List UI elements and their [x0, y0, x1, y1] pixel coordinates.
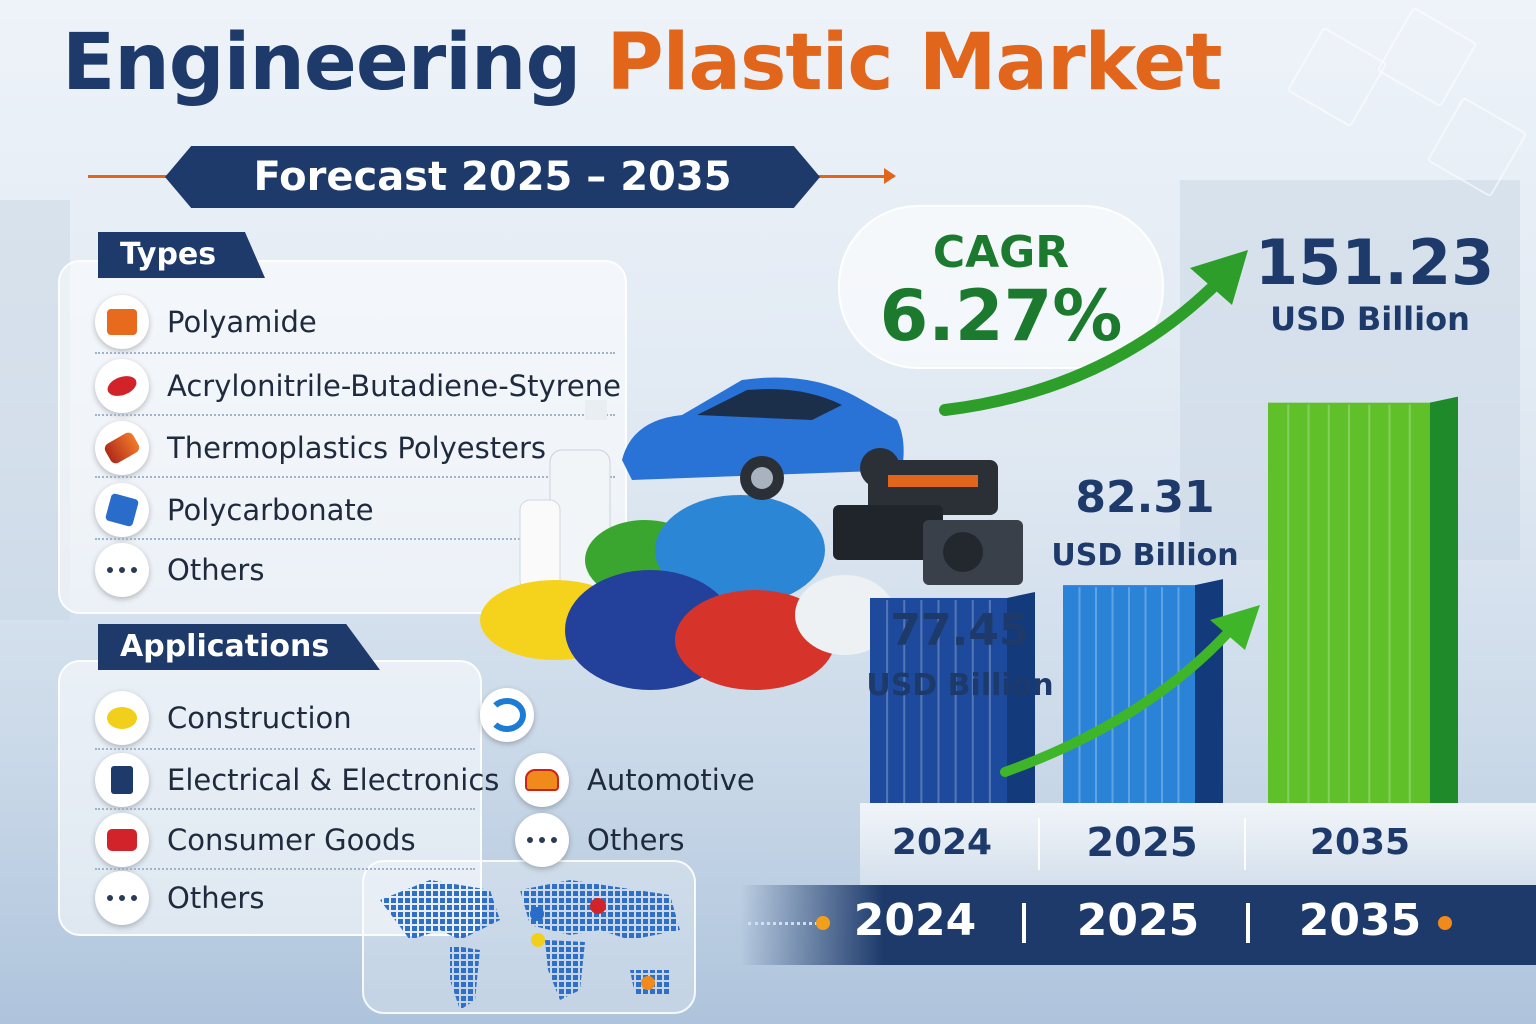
types-tag: Types: [98, 232, 265, 278]
ribbon-line-left: [88, 175, 168, 178]
timeline-separator: [1246, 903, 1250, 943]
arrow-right-icon: [884, 168, 896, 184]
title-part-2: Plastic Market: [606, 18, 1222, 108]
data-label-unit: USD Billion: [866, 668, 1054, 703]
list-item: Construction: [95, 688, 352, 748]
data-label-unit: USD Billion: [1051, 538, 1239, 573]
more-icon: [95, 871, 149, 925]
divider: [95, 538, 615, 540]
type-label: Acrylonitrile-Butadiene-Styrene: [167, 369, 621, 403]
abs-pellets-icon: [95, 359, 149, 413]
bar-2035: [1268, 402, 1430, 803]
divider: [95, 868, 475, 870]
data-label-value: 82.31: [1075, 472, 1215, 523]
type-label: Polyamide: [167, 305, 317, 339]
world-map-illustration: [380, 880, 680, 1010]
type-label: Others: [167, 553, 265, 587]
polycarbonate-icon: [95, 483, 149, 537]
cagr-badge: CAGR 6.27%: [838, 205, 1164, 369]
timeline-separator: [1022, 903, 1026, 943]
polyester-icon: [95, 421, 149, 475]
divider: [95, 476, 615, 478]
timeline-dots: [748, 922, 818, 925]
data-label-unit: USD Billion: [1270, 300, 1470, 338]
axis-divider: [1244, 818, 1246, 870]
ribbon-line-right: [818, 175, 894, 178]
arrow-head-icon: [1210, 605, 1260, 650]
timeline-year: 2035: [1298, 895, 1422, 946]
application-label: Consumer Goods: [167, 823, 416, 857]
type-label: Thermoplastics Polyesters: [167, 431, 546, 465]
divider: [95, 808, 475, 810]
bar-side-2025: [1195, 579, 1223, 803]
connectors-illustration: [833, 460, 1023, 585]
car-illustration: [622, 377, 904, 500]
application-label: Electrical & Electronics: [167, 763, 500, 797]
electronics-icon: [95, 753, 149, 807]
map-pin-icon: [641, 976, 655, 990]
polyamide-icon: [95, 295, 149, 349]
divider: [95, 748, 475, 750]
bar-2024: [870, 597, 1007, 803]
timeline-year: 2025: [1076, 895, 1200, 946]
axis-divider: [1038, 818, 1040, 870]
consumer-goods-icon: [95, 813, 149, 867]
map-pin-icon: [531, 933, 545, 947]
timeline-marker: [816, 916, 830, 930]
more-icon: [515, 813, 569, 867]
x-tick-label: 2035: [1309, 822, 1411, 863]
automotive-icon: [515, 753, 569, 807]
page-title: Engineering Plastic Market: [62, 18, 1223, 108]
timeline-year: 2024: [853, 895, 977, 946]
list-item: Consumer Goods: [95, 810, 416, 870]
data-label-value: 77.45: [890, 605, 1030, 656]
application-label: Construction: [167, 701, 352, 735]
list-item: Polycarbonate: [95, 480, 374, 540]
x-tick-label: 2024: [891, 822, 993, 863]
timeline-marker: [1438, 916, 1452, 930]
growth-arrow: [1000, 620, 1240, 777]
list-item: Acrylonitrile-Butadiene-Styrene: [95, 356, 621, 416]
application-label: Automotive: [587, 763, 755, 797]
construction-icon: [95, 691, 149, 745]
divider: [95, 414, 615, 416]
cagr-label: CAGR: [932, 227, 1070, 278]
plastics-illustration: [480, 400, 890, 690]
application-label: Others: [167, 881, 265, 915]
list-item: Others: [95, 540, 264, 600]
list-item: Others: [95, 868, 264, 928]
logo-icon: [480, 688, 534, 742]
data-label-value: 151.23: [1255, 226, 1495, 299]
bar-side-2024: [1007, 591, 1035, 803]
bar-side-2035: [1430, 396, 1458, 803]
title-part-1: Engineering: [62, 18, 581, 108]
list-item: Thermoplastics Polyesters: [95, 418, 546, 478]
arrow-head-icon: [1190, 250, 1248, 305]
map-pin-icon: [590, 898, 606, 914]
divider: [95, 352, 615, 354]
growth-arrow: [939, 274, 1226, 416]
list-item: Polyamide: [95, 292, 317, 352]
list-item: Others: [515, 810, 684, 870]
forecast-ribbon: Forecast 2025 – 2035: [165, 146, 820, 208]
bar-2025: [1063, 585, 1195, 803]
timeline-footer: [740, 885, 1536, 965]
map-pin-icon: [530, 907, 544, 921]
type-label: Polycarbonate: [167, 493, 374, 527]
x-tick-label: 2025: [1086, 820, 1198, 866]
application-label: Others: [587, 823, 685, 857]
list-item: Automotive: [515, 750, 755, 810]
list-item: Electrical & Electronics: [95, 750, 499, 810]
applications-tag: Applications: [98, 624, 380, 670]
cagr-value: 6.27%: [879, 275, 1123, 357]
more-icon: [95, 543, 149, 597]
x-axis-band: [860, 803, 1536, 885]
